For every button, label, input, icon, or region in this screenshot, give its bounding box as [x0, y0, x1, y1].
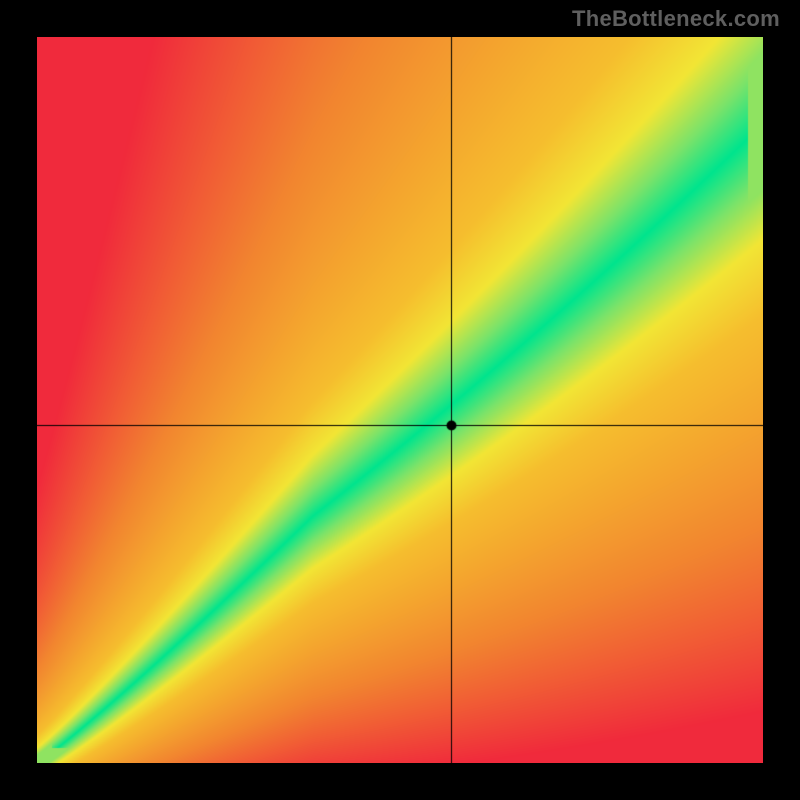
chart-frame: TheBottleneck.com	[0, 0, 800, 800]
watermark-text: TheBottleneck.com	[572, 6, 780, 32]
bottleneck-heatmap	[37, 37, 763, 763]
